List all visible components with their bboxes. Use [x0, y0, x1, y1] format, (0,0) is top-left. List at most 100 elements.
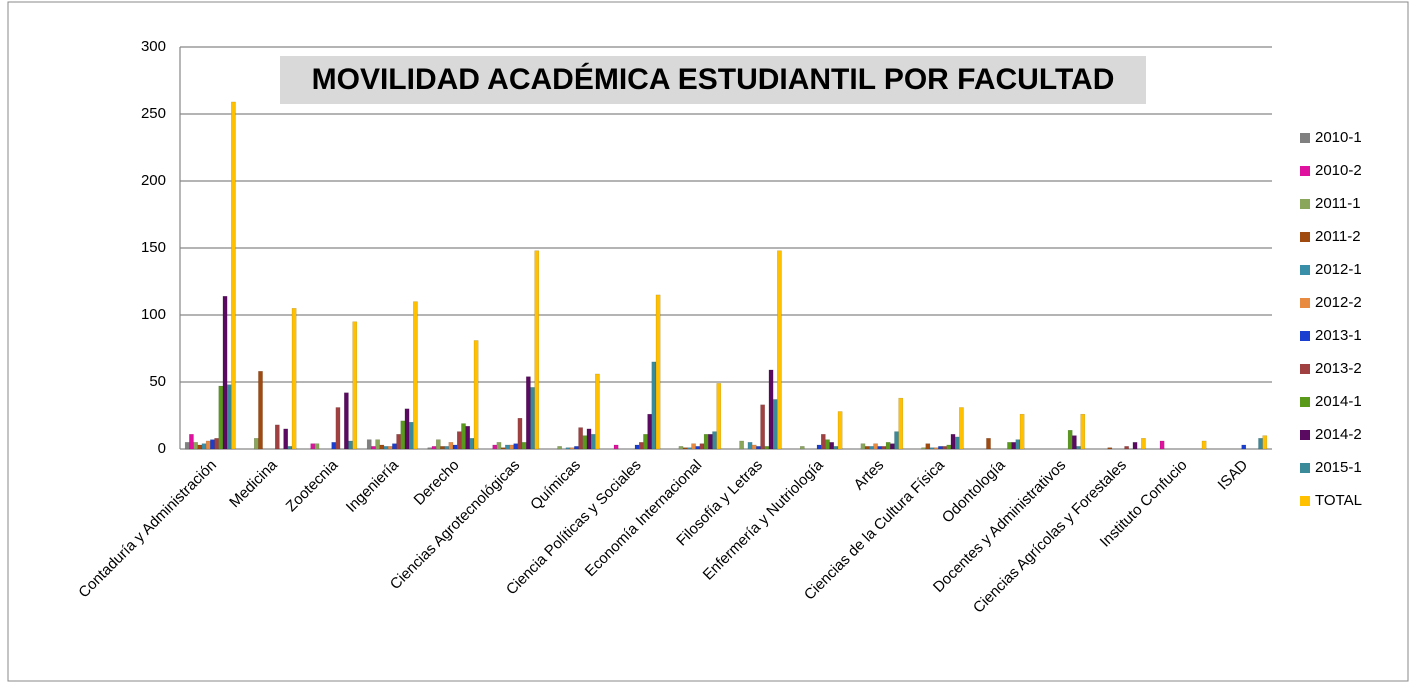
bar — [942, 446, 947, 450]
legend-swatch — [1300, 232, 1310, 242]
bar — [492, 444, 498, 450]
bar — [873, 443, 878, 450]
y-tick-label: 300 — [141, 38, 166, 55]
bar — [1011, 442, 1016, 450]
bar — [1076, 446, 1081, 450]
legend-swatch — [1300, 430, 1310, 440]
bar — [800, 446, 805, 450]
bar — [691, 443, 696, 450]
legend-label: 2014-1 — [1315, 393, 1362, 410]
bar — [772, 399, 778, 450]
bar — [708, 434, 713, 450]
bar — [829, 442, 834, 450]
bar — [639, 442, 644, 450]
bar — [1201, 440, 1207, 450]
legend-swatch — [1300, 199, 1310, 209]
bar — [335, 407, 341, 450]
bar — [469, 438, 475, 450]
bar — [500, 447, 506, 450]
bar — [816, 444, 822, 450]
bar — [275, 424, 280, 450]
bar — [921, 447, 926, 450]
bar — [448, 442, 454, 450]
bar — [452, 444, 458, 450]
bar — [513, 443, 519, 450]
bar — [751, 444, 757, 450]
legend-swatch — [1300, 265, 1310, 275]
bar — [590, 434, 596, 450]
bar — [595, 373, 600, 450]
bar — [314, 443, 320, 450]
bar — [647, 413, 652, 450]
bar — [1072, 435, 1077, 450]
bar — [1159, 440, 1165, 450]
y-tick-label: 100 — [141, 306, 166, 323]
bar — [201, 443, 207, 450]
bar — [375, 439, 380, 450]
bar — [1241, 444, 1247, 450]
bar — [231, 101, 236, 450]
legend-label: 2014-2 — [1315, 426, 1362, 443]
bar — [933, 447, 939, 450]
legend-label: 2015-1 — [1315, 459, 1362, 476]
bar — [1080, 413, 1086, 450]
bar — [222, 296, 228, 450]
bar — [768, 369, 774, 450]
bar — [764, 446, 770, 450]
bar — [226, 384, 232, 450]
bar — [440, 446, 445, 450]
legend-swatch — [1300, 331, 1310, 341]
bar — [344, 392, 349, 450]
bar — [197, 444, 203, 450]
bar — [1107, 447, 1113, 450]
bar — [950, 434, 956, 450]
bar — [925, 443, 931, 450]
bar — [777, 250, 782, 450]
bar — [869, 446, 874, 450]
bar — [444, 446, 450, 450]
bar — [582, 435, 588, 450]
legend-swatch — [1300, 298, 1310, 308]
bar — [1262, 435, 1268, 450]
bar — [214, 438, 219, 450]
legend-swatch — [1300, 364, 1310, 374]
bar — [331, 442, 337, 450]
bar — [1124, 446, 1129, 450]
bar — [509, 444, 514, 450]
bar — [695, 446, 701, 450]
bar — [954, 436, 960, 450]
y-tick-label: 50 — [149, 373, 166, 390]
bar — [651, 361, 657, 450]
bar — [929, 447, 935, 450]
bar — [1019, 413, 1025, 450]
legend-swatch — [1300, 496, 1310, 506]
bar — [383, 446, 389, 450]
title-box — [280, 56, 1146, 104]
bar — [716, 383, 722, 450]
bar — [898, 397, 904, 450]
legend-label: 2012-1 — [1315, 261, 1362, 278]
bar — [569, 447, 575, 450]
bar — [586, 428, 592, 450]
chart-frame — [7, 1, 1409, 682]
bar — [634, 444, 640, 450]
bar — [205, 440, 211, 450]
legend-swatch — [1300, 166, 1310, 176]
bar — [218, 385, 224, 450]
bar — [371, 446, 376, 450]
legend-label: 2011-1 — [1315, 195, 1361, 212]
legend-swatch — [1300, 397, 1310, 407]
y-tick-label: 0 — [158, 440, 166, 457]
bar — [894, 431, 899, 450]
bar — [1258, 438, 1263, 450]
bar — [457, 431, 462, 450]
chart-title: MOVILIDAD ACADÉMICA ESTUDIANTIL POR FACU… — [312, 62, 1115, 96]
bar — [287, 446, 293, 450]
bar — [643, 434, 648, 450]
legend-label: 2013-1 — [1315, 327, 1362, 344]
bar — [946, 444, 952, 450]
bar — [1067, 430, 1073, 450]
bar — [881, 446, 887, 450]
bar — [574, 446, 579, 450]
